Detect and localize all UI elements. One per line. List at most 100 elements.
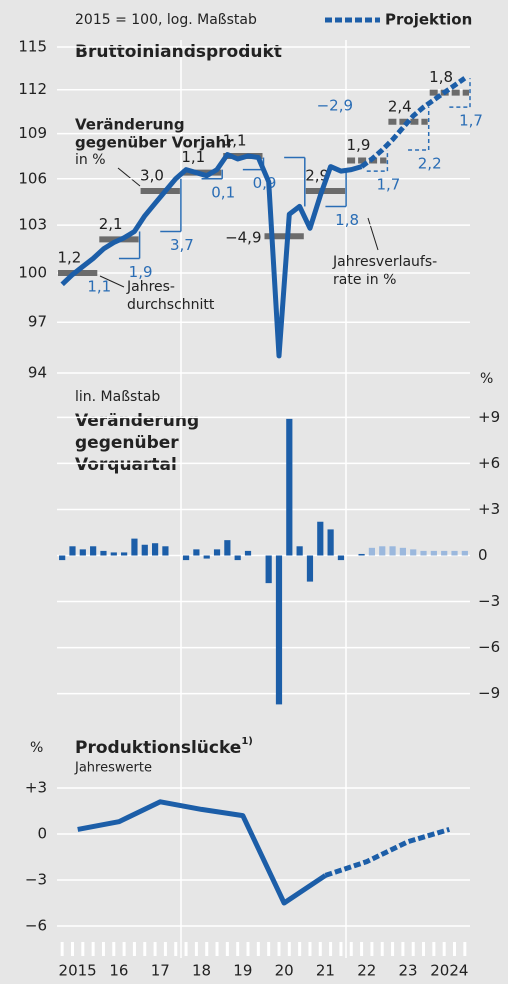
data-label: 1,9 [347, 136, 371, 154]
x-tick [463, 942, 467, 956]
y-tick-label: +3 [478, 500, 500, 518]
data-label: 2,2 [418, 155, 442, 173]
y-tick-label: 106 [18, 169, 47, 187]
x-tick [298, 942, 302, 956]
annotation-line [99, 275, 125, 288]
bar [389, 546, 396, 556]
annotation: Jahresverlaufs- [332, 254, 437, 270]
bar [461, 550, 468, 556]
data-line [324, 827, 451, 878]
chart-title: Veränderung [75, 411, 199, 431]
unit-label: % [30, 740, 43, 756]
bar [182, 555, 190, 561]
x-tick [380, 942, 384, 956]
x-tick [143, 942, 147, 956]
bar [59, 555, 66, 561]
x-tick [70, 942, 74, 956]
chart-title: Vorquartal [75, 455, 177, 475]
bar [286, 418, 293, 556]
x-tick [432, 942, 436, 956]
bar [379, 546, 386, 556]
x-tick [277, 942, 281, 956]
y-tick-label: 94 [28, 364, 47, 382]
x-tick [422, 942, 426, 956]
x-tick [339, 942, 343, 956]
x-tick [267, 942, 271, 956]
x-tick [163, 942, 167, 956]
y-tick-label: 109 [18, 124, 47, 142]
x-tick [132, 942, 136, 956]
x-tick [174, 942, 178, 956]
title-text: Produktionslücke [75, 738, 241, 758]
data-label: 1,2 [57, 248, 81, 266]
x-tick [401, 942, 405, 956]
x-tick-label: 21 [316, 962, 335, 980]
bar [399, 547, 406, 556]
bar [213, 549, 221, 556]
data-label: 3,0 [140, 167, 164, 185]
x-tick-label: 2024 [430, 962, 468, 980]
x-tick [215, 942, 219, 956]
y-tick-label: 115 [18, 38, 47, 56]
bar [296, 546, 303, 556]
annotation: Jahres- [126, 279, 175, 295]
y-tick-label: 100 [18, 263, 47, 281]
bar [90, 546, 97, 556]
bar [306, 555, 314, 582]
data-label: 2,1 [99, 215, 123, 233]
subtitle: lin. Maßstab [75, 389, 160, 405]
x-tick [318, 942, 322, 956]
x-tick [453, 942, 457, 956]
chart-title: Bruttoinlandsprodukt [75, 42, 282, 62]
data-label: 1,1 [181, 148, 205, 166]
bar [451, 550, 458, 556]
annotation: in % [75, 152, 106, 168]
annotation-line [367, 217, 379, 251]
x-tick [360, 942, 364, 956]
x-tick [442, 942, 446, 956]
data-label: −4,9 [225, 229, 261, 247]
bar [151, 543, 159, 556]
subtitle: 2015 = 100, log. Maßstab [75, 12, 257, 28]
data-label: 1,8 [429, 68, 453, 86]
x-tick-label: 23 [399, 962, 418, 980]
bar [430, 550, 437, 556]
x-tick [256, 942, 260, 956]
y-tick-label: 0 [478, 546, 488, 564]
x-tick [391, 942, 395, 956]
y-tick-label: +3 [25, 778, 47, 796]
x-tick-label: 19 [233, 962, 252, 980]
annotation: rate in % [333, 272, 396, 288]
bar [203, 555, 210, 559]
bar [265, 555, 272, 584]
data-label: 1,1 [223, 132, 247, 150]
chart-title: Produktionslücke1) [75, 736, 253, 758]
bar [337, 555, 345, 561]
y-tick-label: −3 [25, 871, 47, 889]
x-tick [184, 942, 188, 956]
bar [420, 550, 427, 556]
y-tick-label: 97 [28, 313, 47, 331]
x-tick-label: 2015 [59, 962, 97, 980]
legend-label: Projektion [385, 11, 472, 29]
annotation: durchschnitt [127, 297, 215, 313]
data-label: 1,8 [335, 211, 359, 229]
annotation: Veränderung [75, 116, 185, 134]
y-tick-label: −6 [25, 917, 47, 935]
x-tick [153, 942, 157, 956]
bar [368, 547, 376, 556]
bar [441, 550, 448, 556]
data-label: 3,7 [170, 236, 194, 254]
bar [141, 544, 148, 556]
y-tick-label: −6 [478, 638, 500, 656]
x-tick [287, 942, 291, 956]
bar [327, 529, 334, 556]
y-tick-label: +9 [478, 408, 500, 426]
x-tick-label: 20 [275, 962, 294, 980]
x-tick [349, 942, 353, 956]
y-tick-label: 112 [18, 80, 47, 98]
bar [131, 538, 138, 556]
bar [358, 553, 365, 556]
y-tick-label: 0 [37, 824, 47, 842]
